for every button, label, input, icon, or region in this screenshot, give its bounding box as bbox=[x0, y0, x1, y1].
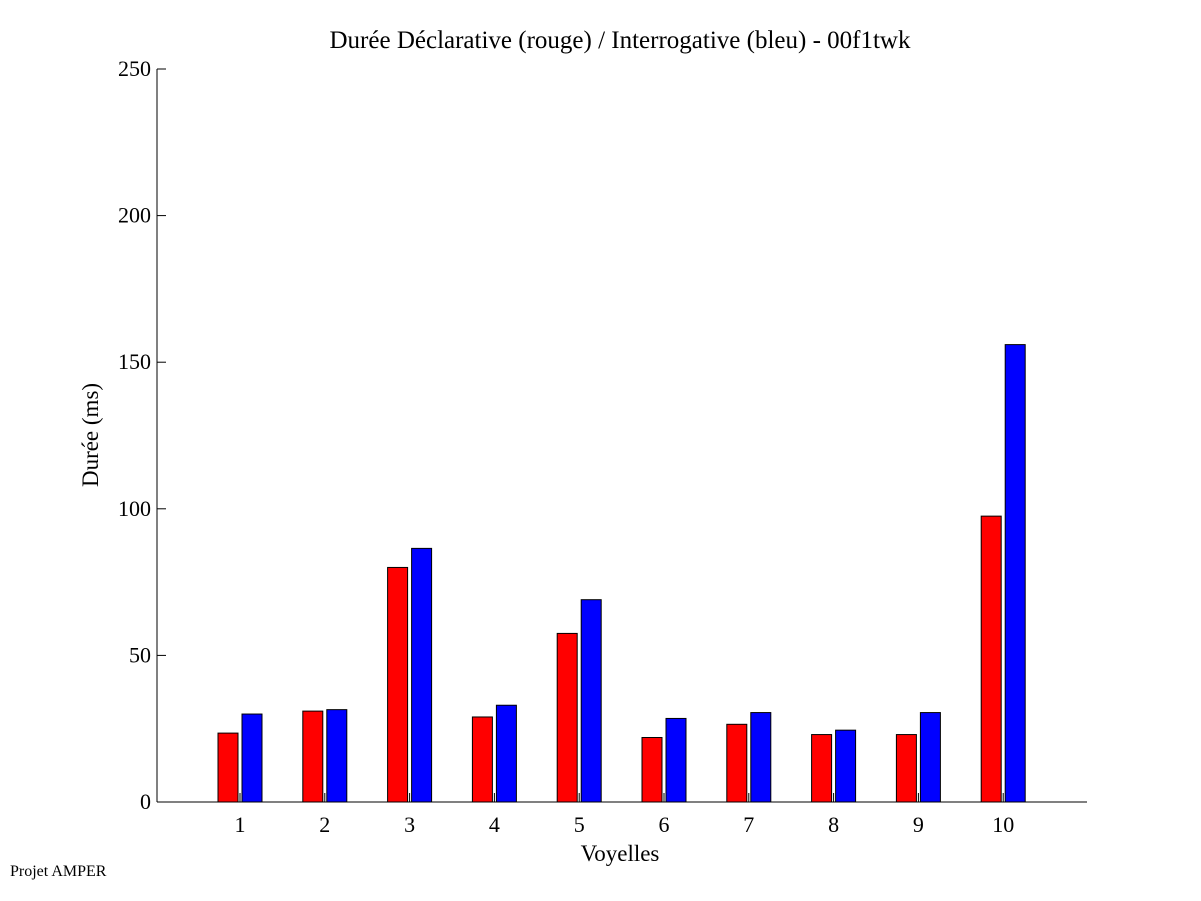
bar-declarative bbox=[387, 566, 409, 803]
x-tick-label: 10 bbox=[992, 812, 1014, 837]
bar-declarative bbox=[302, 710, 324, 803]
x-tick-label: 7 bbox=[743, 812, 754, 837]
bar-declarative bbox=[811, 734, 833, 803]
bar-interrogative bbox=[919, 712, 941, 803]
x-tick-label: 6 bbox=[659, 812, 670, 837]
bar-declarative bbox=[895, 734, 917, 803]
bar-declarative bbox=[980, 515, 1002, 803]
footer-credit: Projet AMPER bbox=[10, 863, 107, 880]
bar-interrogative bbox=[665, 717, 687, 803]
bar-interrogative bbox=[1004, 344, 1026, 803]
chart-title: Durée Déclarative (rouge) / Interrogativ… bbox=[330, 27, 911, 54]
bar-interrogative bbox=[495, 704, 517, 803]
y-tick-label: 250 bbox=[118, 56, 151, 81]
bar-declarative bbox=[556, 632, 578, 803]
y-axis-label: Durée (ms) bbox=[78, 383, 103, 487]
bar-interrogative bbox=[580, 599, 602, 803]
bar-interrogative bbox=[241, 713, 263, 803]
x-tick-label: 8 bbox=[828, 812, 839, 837]
bar-declarative bbox=[217, 732, 239, 803]
x-tick-label: 5 bbox=[574, 812, 585, 837]
x-tick-label: 4 bbox=[489, 812, 500, 837]
bar-interrogative bbox=[835, 729, 857, 803]
y-tick-label: 0 bbox=[140, 789, 151, 814]
bar-declarative bbox=[471, 716, 493, 803]
x-tick-label: 9 bbox=[913, 812, 924, 837]
x-tick-label: 1 bbox=[235, 812, 246, 837]
x-tick-label: 3 bbox=[404, 812, 415, 837]
bar-interrogative bbox=[750, 712, 772, 803]
x-tick-label: 2 bbox=[319, 812, 330, 837]
bar-declarative bbox=[726, 723, 748, 803]
y-tick-label: 150 bbox=[118, 349, 151, 374]
bar-interrogative bbox=[326, 709, 348, 803]
bar-declarative bbox=[641, 736, 663, 803]
plot-area: 0 50 100 150 200 250 1 2 3 4 5 6 7 8 9 10 bbox=[118, 56, 1087, 837]
y-tick-label: 200 bbox=[118, 203, 151, 228]
x-axis-label: Voyelles bbox=[581, 841, 660, 866]
bar-interrogative bbox=[411, 547, 433, 803]
y-tick-label: 100 bbox=[118, 496, 151, 521]
y-tick-label: 50 bbox=[129, 642, 151, 667]
